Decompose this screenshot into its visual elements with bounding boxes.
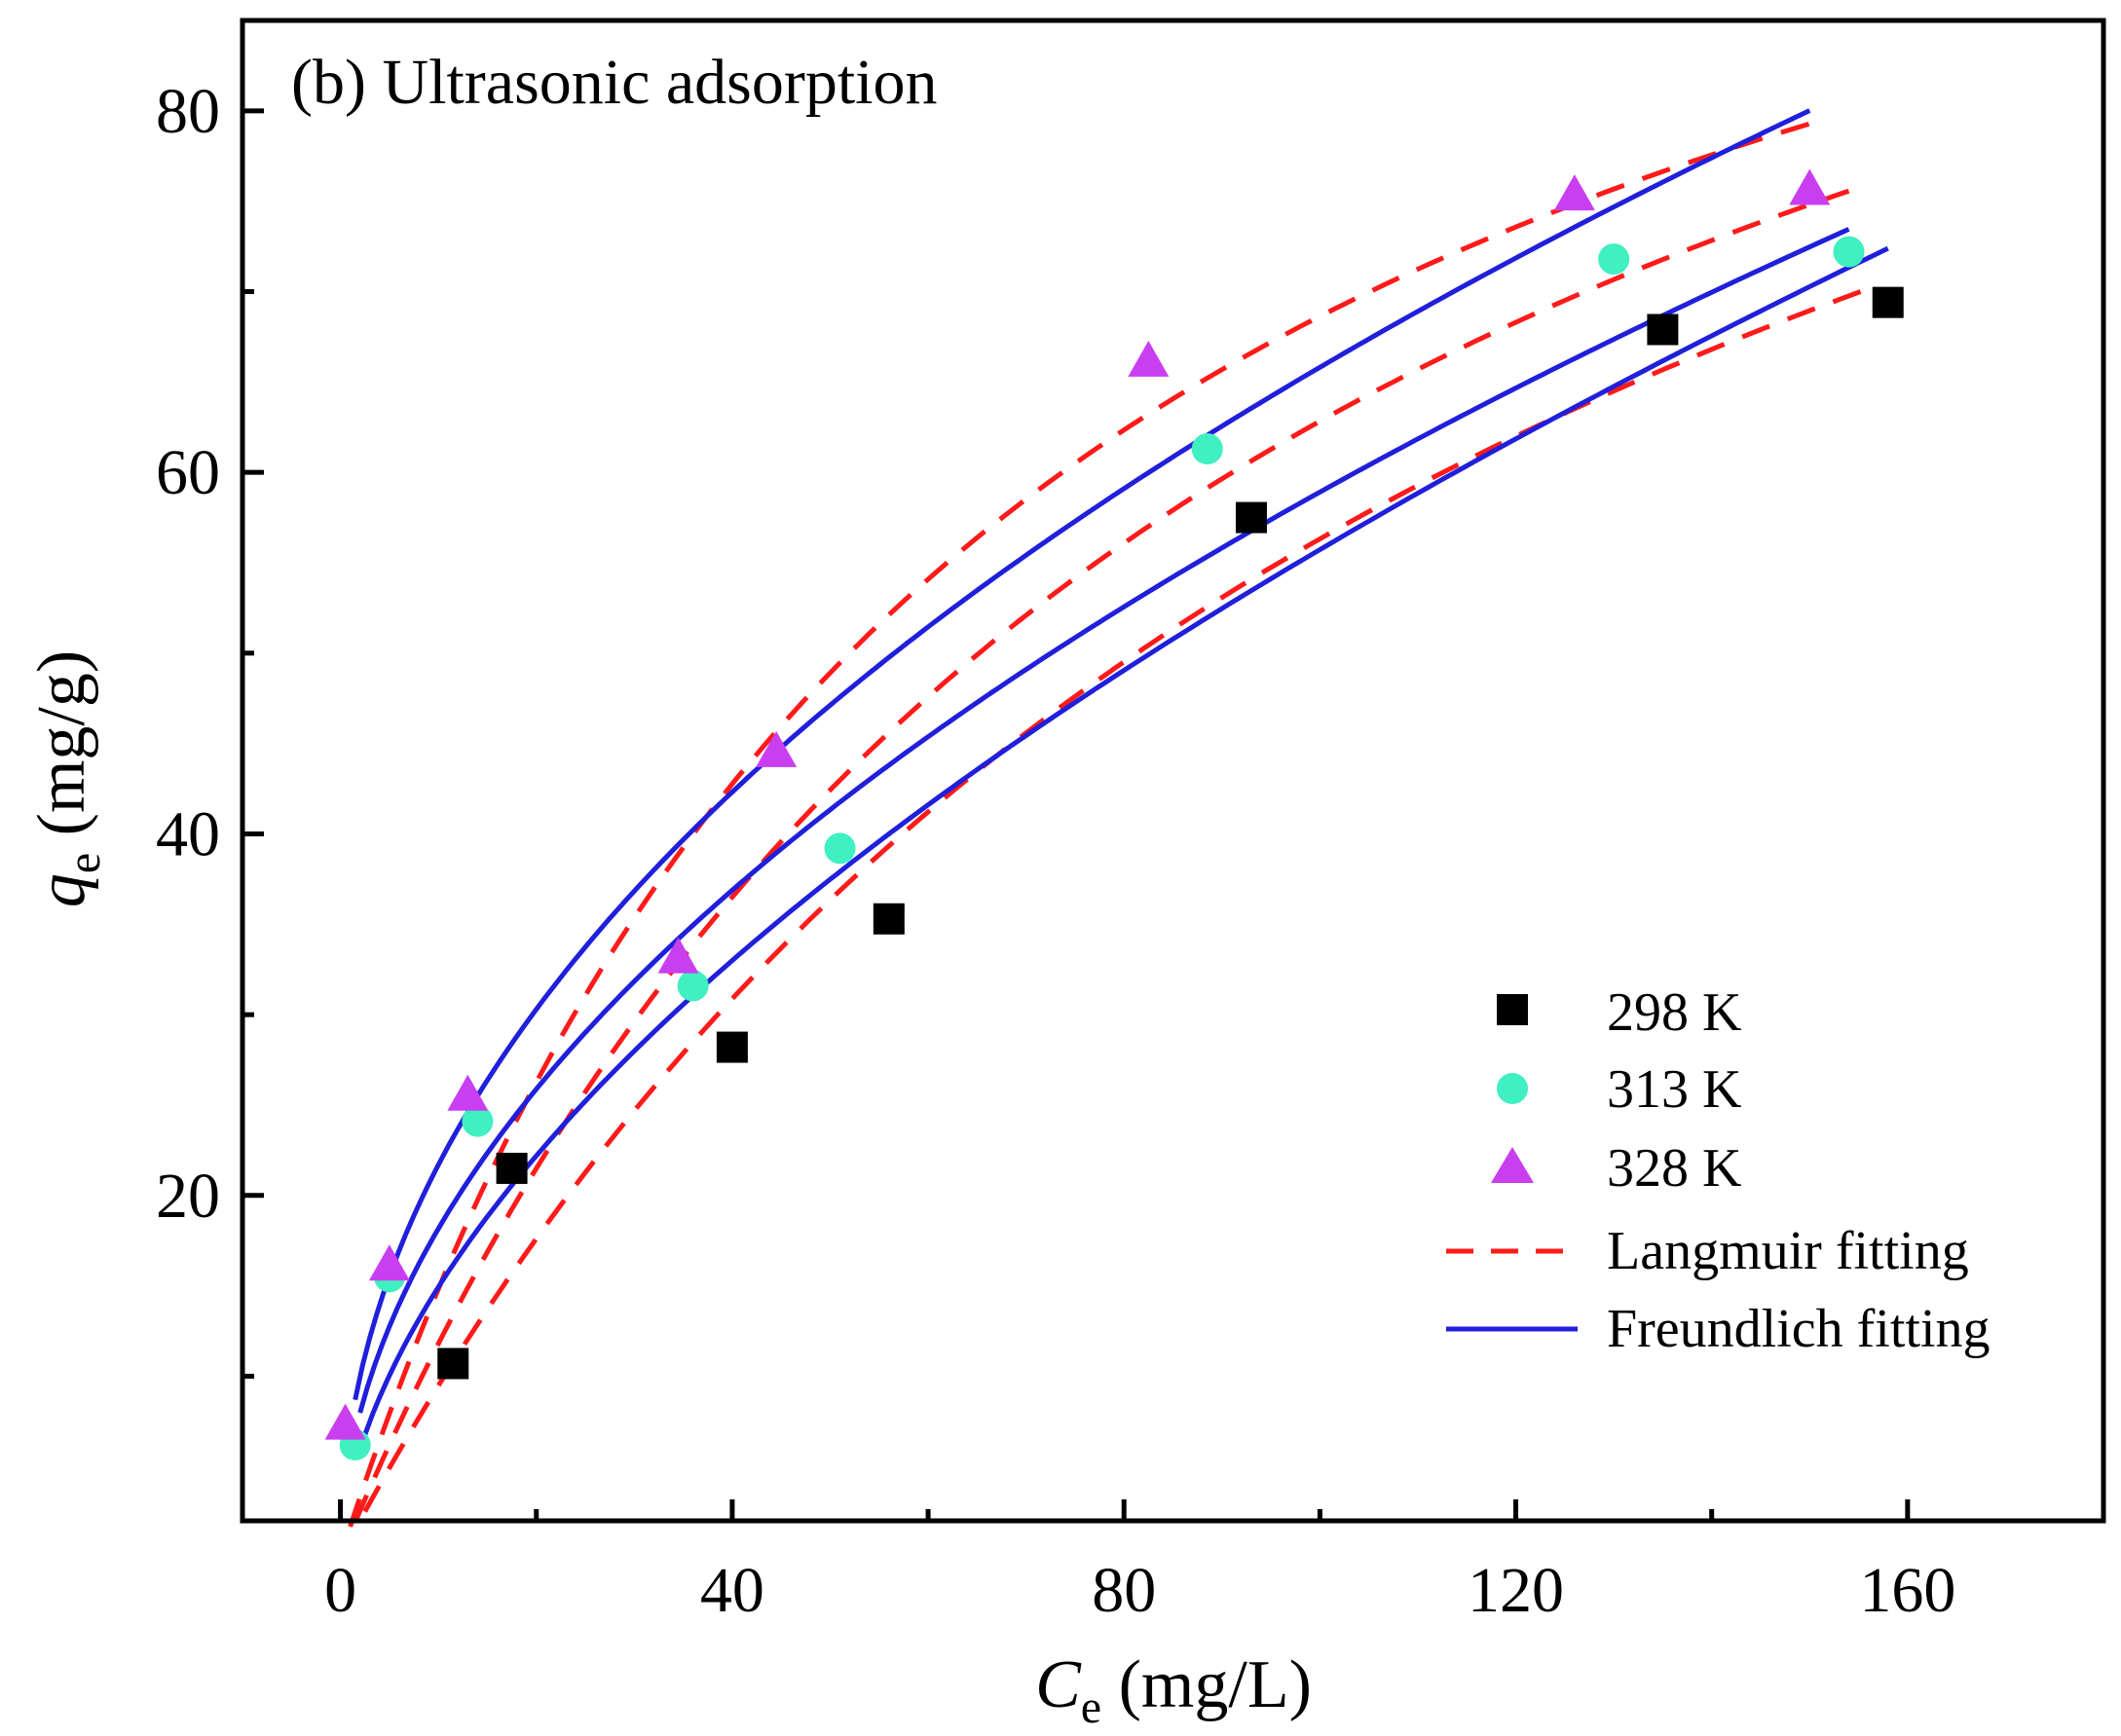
legend-circle-marker [1497,1073,1528,1104]
langmuir-curve-298k [362,282,1879,1513]
legend-label-313k: 313 K [1607,1059,1741,1120]
legend-label-298k: 298 K [1607,982,1741,1043]
point-313k [824,832,856,865]
panel-title: (b) Ultrasonic adsorption [291,47,938,118]
point-298k [437,1348,469,1380]
point-328k [1128,340,1170,377]
y-tick-label: 60 [156,437,220,508]
legend-label-langmuir: Langmuir fitting [1607,1221,1969,1281]
point-328k [1789,168,1831,205]
plot-frame [240,18,2106,1524]
point-313k [1191,433,1223,465]
y-tick-label: 80 [156,76,220,147]
legend-label-328k: 328 K [1607,1138,1741,1199]
point-313k [1598,243,1630,276]
x-axis-title: Ce (mg/L) [1035,1647,1312,1733]
y-tick-labels: 20 40 60 80 [156,76,220,1232]
legend-item-freundlich: Freundlich fitting [1446,1299,1991,1359]
x-tick-label: 160 [1859,1555,1955,1626]
point-313k [677,970,709,1002]
data-points [324,168,1904,1461]
point-328k [368,1244,410,1281]
legend-square-marker [1497,994,1528,1025]
point-328k [1553,174,1595,211]
point-298k [873,903,905,935]
point-328k [756,730,798,767]
x-tick-labels: 0 40 80 120 160 [324,1555,1955,1626]
point-298k [496,1152,528,1184]
point-328k [657,937,699,974]
y-tick-label: 20 [156,1161,220,1232]
x-tick-label: 80 [1092,1555,1156,1626]
legend-item-328k: 328 K [1491,1138,1741,1199]
freundlich-curve-313k [357,227,1850,1414]
legend-triangle-marker [1491,1147,1534,1183]
point-298k [1647,314,1679,346]
y-tick-label: 40 [156,798,220,869]
freundlich-curve-328k [353,108,1811,1401]
x-tick-label: 120 [1468,1555,1564,1626]
point-298k [1235,501,1267,534]
freundlich-curve-298k [362,245,1889,1436]
legend-item-313k: 313 K [1497,1059,1741,1120]
legend-item-langmuir: Langmuir fitting [1446,1221,1969,1281]
legend-label-freundlich: Freundlich fitting [1607,1299,1991,1359]
point-298k [1872,286,1904,318]
point-313k [1833,236,1865,268]
langmuir-curve-313k [353,188,1850,1524]
point-328k [324,1403,366,1440]
point-313k [462,1105,494,1137]
y-axis-title: qe (mg/g) [24,650,110,907]
axis-ticks [242,108,1911,1521]
x-tick-label: 0 [324,1555,356,1626]
point-328k [447,1074,489,1111]
legend: 298 K 313 K 328 K Langmuir fitting Freun… [1446,982,1991,1359]
point-298k [716,1031,748,1063]
x-tick-label: 40 [700,1555,764,1626]
legend-item-298k: 298 K [1497,982,1741,1043]
